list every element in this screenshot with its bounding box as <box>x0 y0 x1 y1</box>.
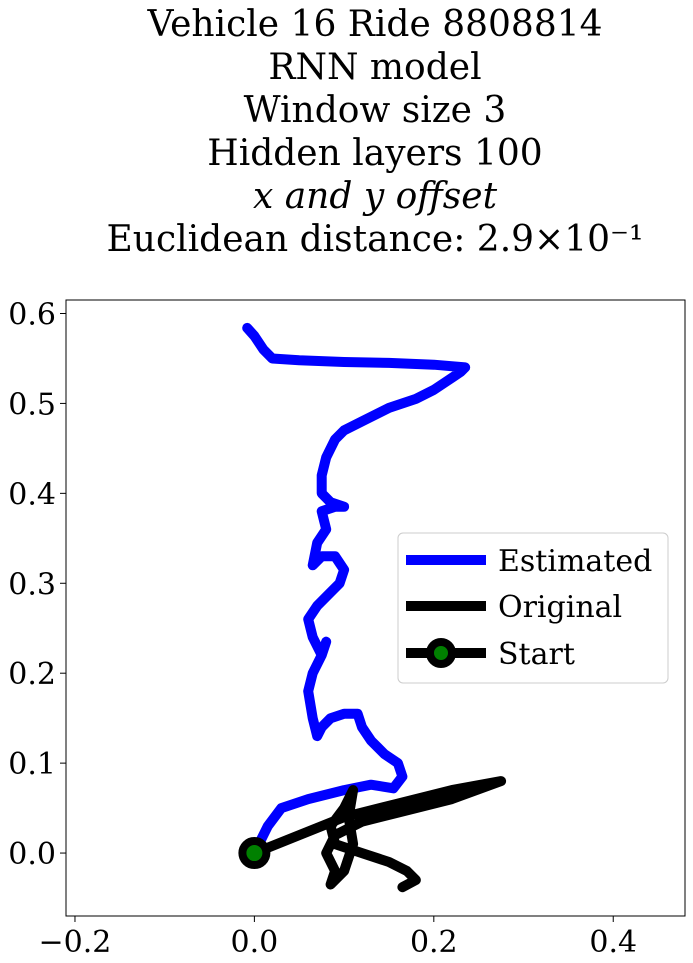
y-tick-label: 0.0 <box>8 837 56 872</box>
title-line-6: Euclidean distance: 2.9×10⁻¹ <box>107 219 644 260</box>
chart-title: Vehicle 16 Ride 8808814 RNN model Window… <box>107 4 644 260</box>
y-tick-label: 0.1 <box>8 747 56 782</box>
title-line-2: RNN model <box>268 47 481 88</box>
y-tick-label: 0.4 <box>8 477 56 512</box>
x-tick-label: 0.0 <box>231 925 279 960</box>
x-tick-label: 0.4 <box>589 925 637 960</box>
start-marker <box>238 837 271 870</box>
title-line-3: Window size 3 <box>244 90 507 131</box>
x-tick-label: 0.2 <box>410 925 458 960</box>
series-line-original <box>249 776 507 893</box>
legend-box <box>397 532 669 684</box>
plot-area <box>238 322 507 893</box>
y-tick-label: 0.3 <box>8 567 56 602</box>
title-line-5: x and y offset <box>253 176 498 217</box>
y-tick-label: 0.6 <box>8 297 56 332</box>
legend-label-original: Original <box>498 590 622 625</box>
y-tick-label: 0.2 <box>8 657 56 692</box>
legend-label-start: Start <box>498 637 575 672</box>
legend-start-marker <box>426 638 456 668</box>
legend: Estimated Original Start <box>397 532 669 684</box>
y-tick-label: 0.5 <box>8 387 56 422</box>
title-line-1: Vehicle 16 Ride 8808814 <box>146 4 602 45</box>
axes: −0.2 0.0 0.2 0.4 0.0 0.1 0.2 0.3 0.4 0.5 0.6 <box>8 297 637 960</box>
series-line-estimated <box>242 322 471 859</box>
x-tick-label: −0.2 <box>39 925 112 960</box>
legend-label-estimated: Estimated <box>498 544 652 579</box>
plot-frame <box>65 299 686 917</box>
title-line-4: Hidden layers 100 <box>207 133 542 174</box>
